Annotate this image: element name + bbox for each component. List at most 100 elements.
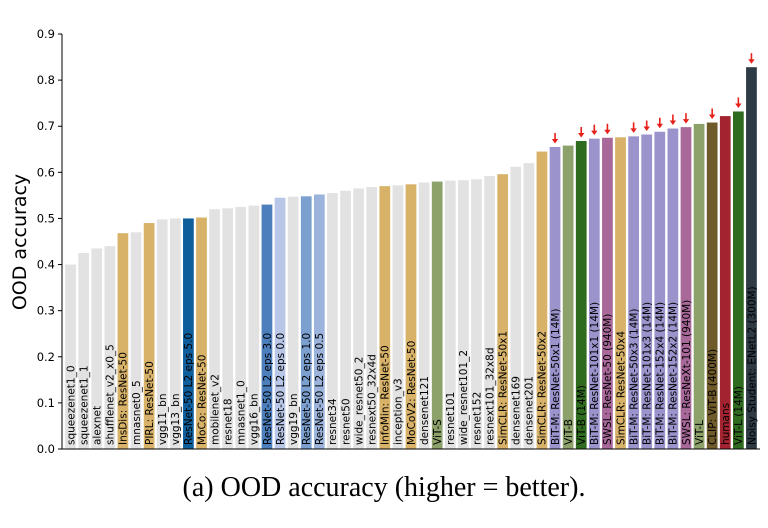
bar-label: SimCLR: ResNet-50x4 [615, 331, 627, 445]
bar [183, 218, 194, 449]
bar [287, 196, 299, 449]
bar [628, 136, 639, 449]
bar-label: mnasnet0_5 [131, 380, 143, 445]
ood-accuracy-bar-chart: squeezenet1_0 squeezenet1_1 alexnet shuffle… [9, 27, 760, 456]
bar-label: resnet101 [445, 392, 457, 445]
y-tick-label: 0.7 [37, 119, 55, 133]
y-tick-label: 0.4 [37, 258, 55, 272]
bar-labels-group: squeezenet1_0 squeezenet1_1 alexnet shuffle… [65, 286, 758, 445]
bar [104, 246, 116, 449]
bar [706, 122, 718, 449]
bar-label: ViT-B [563, 419, 575, 445]
bar-label: squeezenet1_1 [78, 365, 90, 445]
bar [641, 134, 653, 449]
bar [156, 219, 168, 449]
bar-label: Noisy Student: ENetL2 (300M) [746, 286, 758, 445]
bar-label: SimCLR: ResNet-50x1 [497, 331, 509, 445]
red-arrow-icon [551, 132, 559, 144]
bar-label: vgg13_bn [170, 394, 182, 445]
bar-label: densenet121 [419, 376, 431, 445]
bar [471, 179, 482, 449]
bar [130, 232, 142, 449]
bar-label: ViT-L [694, 420, 706, 445]
red-arrow-icon [669, 114, 677, 126]
bar-label: resnet50 [340, 398, 352, 445]
bar-label: wide_resnet101_2 [458, 350, 470, 445]
bar-label: SimCLR: ResNet-50x2 [537, 331, 549, 445]
red-arrow-icon [748, 53, 755, 64]
bar [615, 137, 626, 450]
arrows-group [551, 53, 755, 144]
bar [654, 131, 666, 449]
bar [523, 163, 535, 450]
bar-label: resnext101_32x8d [484, 348, 496, 446]
red-arrow-icon [656, 117, 663, 129]
y-tick-label: 0.6 [37, 165, 55, 179]
bar [196, 217, 207, 449]
bar [431, 181, 443, 449]
bar-label: ResNet-50 L2 eps 0.0 [275, 333, 287, 445]
bar-label: BiT-M: ResNet-152x4 (14M) [655, 302, 667, 445]
bar [732, 111, 744, 449]
bar-label: humans [720, 403, 732, 445]
bar [143, 223, 155, 449]
bar-label: MoCoV2: ResNet-50 [406, 341, 418, 445]
bar [444, 180, 456, 449]
bar [327, 193, 338, 449]
y-tick-label: 0.0 [37, 442, 55, 456]
bar-label: SWSL: ResNet-50 (940M) [602, 314, 614, 445]
bar [117, 233, 129, 449]
red-arrow-icon [591, 124, 598, 136]
bar-label: BiT-M: ResNet-101x1 (14M) [589, 302, 601, 445]
bar [248, 205, 260, 449]
bar [78, 253, 90, 449]
bar [667, 128, 679, 449]
bar-label: PIRL: ResNet-50 [144, 361, 156, 445]
bar-label: shufflenet_v2_x0_5 [105, 344, 117, 445]
bar [300, 196, 312, 449]
y-tick-label: 0.9 [37, 27, 55, 41]
bar [91, 248, 103, 449]
bar [536, 151, 548, 449]
bar-label: BiT-M: ResNet-50x1 (14M) [550, 309, 562, 445]
bar-label: BiT-M: ResNet-50x3 (14M) [628, 309, 640, 445]
red-arrow-icon [643, 120, 650, 132]
bar [602, 137, 613, 449]
bar [746, 67, 757, 449]
bar-label: resnet152 [471, 392, 483, 445]
bar-label: densenet169 [511, 376, 523, 445]
bar-label: vgg11_bn [157, 394, 169, 445]
bar-label: MoCo: ResNet-50 [196, 355, 208, 445]
bar [562, 145, 574, 449]
bar [405, 184, 417, 449]
bar [484, 176, 495, 449]
bar-label: ResNet-50 L2 eps 5.0 [183, 333, 195, 445]
bar [313, 194, 325, 449]
bar [209, 209, 220, 449]
bar [588, 138, 600, 450]
bar [719, 116, 731, 449]
bar-label: wide_resnet50_2 [353, 357, 365, 445]
bar-label: ViT-S [432, 419, 444, 445]
bar-label: ResNet-50 L2 eps 1.0 [301, 333, 313, 445]
bar-label: resnet18 [222, 398, 234, 445]
bar [418, 182, 430, 450]
bar-label: SWSL: ResNeXt-101 (940M) [681, 300, 693, 445]
bar [353, 188, 364, 449]
bar [261, 204, 273, 449]
red-arrow-icon [578, 126, 585, 138]
bar-label: vgg19_bn [288, 394, 300, 445]
bar-label: mnasnet1_0 [236, 380, 248, 445]
red-arrow-icon [682, 113, 690, 124]
y-axis: 0.0 0.1 0.2 0.3 0.4 0.5 0.6 0.7 0.8 0.9 [37, 27, 760, 456]
bar-label: BiT-M: ResNet-152x2 (14M) [668, 302, 680, 445]
y-tick-label: 0.5 [37, 211, 55, 225]
bar [575, 140, 587, 450]
bar-label: ResNet-50 L2 eps 3.0 [262, 333, 274, 445]
bar-label: resnet34 [327, 398, 339, 445]
bar-label: BiT-M: ResNet-101x3 (14M) [642, 302, 654, 445]
y-tick-label: 0.8 [37, 73, 55, 87]
bar-label: resnext50_32x4d [367, 354, 379, 445]
y-tick-label: 0.3 [37, 304, 55, 318]
bar-label: inception_v3 [393, 378, 405, 445]
